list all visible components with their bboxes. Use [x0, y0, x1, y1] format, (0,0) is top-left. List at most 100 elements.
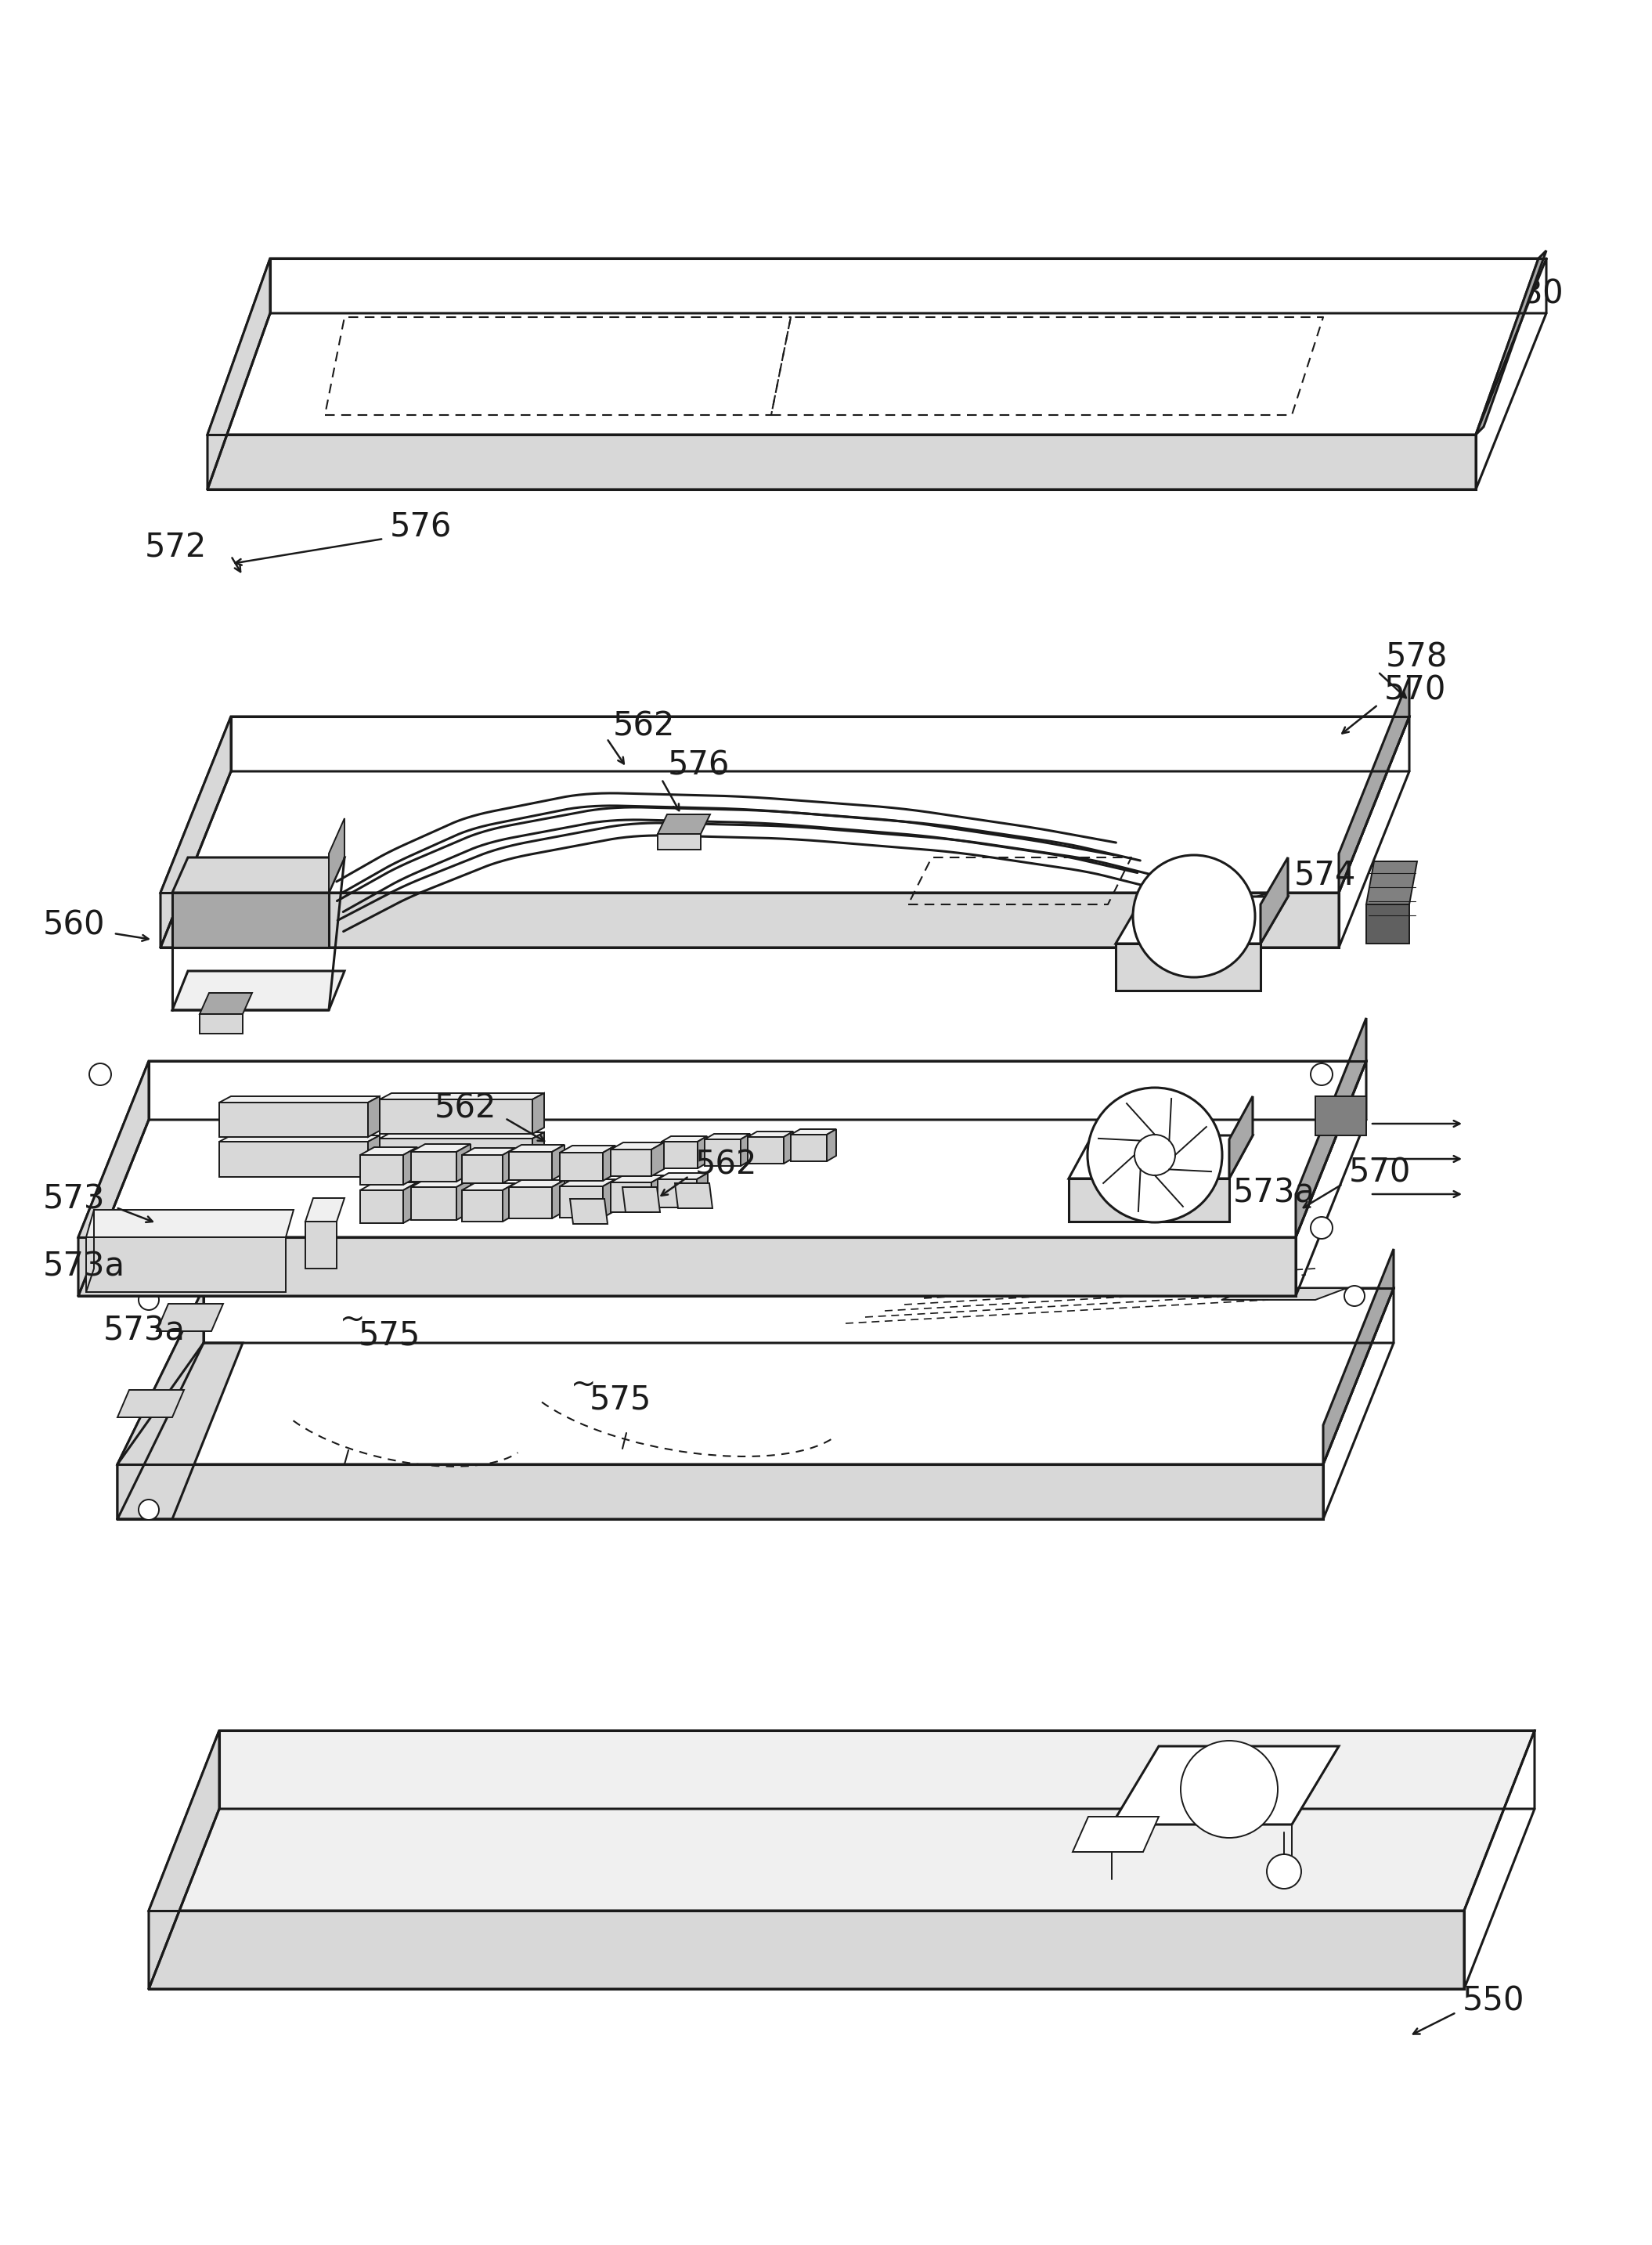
Polygon shape: [368, 1096, 380, 1136]
Polygon shape: [160, 716, 1409, 894]
Polygon shape: [172, 972, 345, 1010]
Polygon shape: [117, 1289, 1394, 1464]
Text: 575: 575: [590, 1383, 651, 1417]
Text: 570: 570: [1384, 674, 1447, 707]
Circle shape: [1345, 1286, 1365, 1307]
Polygon shape: [380, 1100, 532, 1134]
Polygon shape: [532, 1131, 544, 1174]
Polygon shape: [651, 1143, 664, 1176]
Text: 573a: 573a: [1232, 1176, 1315, 1210]
Polygon shape: [611, 1143, 664, 1149]
Polygon shape: [86, 1237, 286, 1293]
Polygon shape: [411, 1188, 456, 1219]
Polygon shape: [172, 894, 329, 947]
Polygon shape: [1221, 1289, 1346, 1300]
Text: 562: 562: [434, 1091, 497, 1125]
Text: 580: 580: [1502, 276, 1564, 310]
Polygon shape: [200, 992, 253, 1015]
Polygon shape: [456, 1145, 471, 1181]
Polygon shape: [200, 1015, 243, 1033]
Polygon shape: [560, 1145, 616, 1152]
Polygon shape: [705, 1134, 750, 1138]
Polygon shape: [411, 1145, 471, 1152]
Circle shape: [1133, 855, 1256, 977]
Polygon shape: [611, 1149, 651, 1176]
Circle shape: [139, 1500, 159, 1520]
Polygon shape: [368, 1136, 380, 1176]
Polygon shape: [220, 1102, 368, 1136]
Polygon shape: [705, 1138, 740, 1165]
Polygon shape: [172, 858, 345, 894]
Polygon shape: [208, 258, 271, 489]
Polygon shape: [1069, 1179, 1229, 1221]
Polygon shape: [403, 1147, 418, 1185]
Polygon shape: [570, 1199, 608, 1224]
Text: 550: 550: [1462, 1985, 1525, 2018]
Polygon shape: [552, 1181, 565, 1219]
Polygon shape: [1323, 1248, 1394, 1464]
Text: ~: ~: [340, 1304, 365, 1334]
Polygon shape: [157, 1304, 223, 1331]
Polygon shape: [463, 1154, 502, 1183]
Polygon shape: [1072, 1816, 1158, 1852]
Circle shape: [1087, 1087, 1222, 1221]
Polygon shape: [360, 1154, 403, 1185]
Polygon shape: [360, 1190, 403, 1224]
Polygon shape: [748, 1131, 793, 1136]
Polygon shape: [86, 1210, 294, 1237]
Polygon shape: [1338, 678, 1409, 894]
Polygon shape: [208, 258, 1538, 436]
Circle shape: [1135, 1134, 1175, 1176]
Polygon shape: [220, 1136, 380, 1143]
Text: 573: 573: [43, 1183, 106, 1217]
Polygon shape: [791, 1129, 836, 1134]
Text: 562: 562: [695, 1149, 757, 1181]
Text: 573a: 573a: [104, 1316, 185, 1347]
Polygon shape: [560, 1152, 603, 1181]
Text: 573a: 573a: [43, 1250, 126, 1284]
Polygon shape: [411, 1179, 471, 1188]
Polygon shape: [657, 815, 710, 833]
Circle shape: [1181, 1740, 1277, 1839]
Polygon shape: [456, 1179, 471, 1219]
Text: 572: 572: [145, 532, 206, 563]
Text: 576: 576: [667, 750, 730, 781]
Text: 562: 562: [613, 709, 676, 743]
Polygon shape: [149, 1910, 1464, 1989]
Polygon shape: [611, 1183, 651, 1212]
Polygon shape: [502, 1147, 515, 1183]
Polygon shape: [360, 1183, 418, 1190]
Polygon shape: [1112, 1747, 1338, 1825]
Polygon shape: [208, 436, 1475, 489]
Polygon shape: [657, 1172, 707, 1179]
Polygon shape: [117, 1390, 183, 1417]
Polygon shape: [463, 1190, 502, 1221]
Polygon shape: [791, 1134, 826, 1161]
Polygon shape: [360, 1147, 418, 1154]
Text: 570: 570: [1350, 1156, 1411, 1190]
Polygon shape: [411, 1152, 456, 1181]
Polygon shape: [306, 1199, 345, 1221]
Polygon shape: [149, 1731, 1535, 1910]
Polygon shape: [403, 1183, 418, 1224]
Polygon shape: [560, 1185, 603, 1217]
Polygon shape: [826, 1129, 836, 1161]
Polygon shape: [651, 1176, 664, 1212]
Polygon shape: [740, 1134, 750, 1165]
Polygon shape: [697, 1136, 707, 1167]
Polygon shape: [611, 1176, 664, 1183]
Polygon shape: [380, 1138, 532, 1174]
Polygon shape: [509, 1152, 552, 1181]
Text: 576: 576: [390, 510, 453, 543]
Circle shape: [1310, 1064, 1333, 1084]
Polygon shape: [509, 1188, 552, 1219]
Polygon shape: [78, 1062, 149, 1295]
Polygon shape: [117, 1343, 243, 1520]
Polygon shape: [78, 1237, 1295, 1295]
Polygon shape: [661, 1136, 707, 1143]
Polygon shape: [502, 1183, 515, 1221]
Polygon shape: [380, 1131, 544, 1138]
Polygon shape: [1366, 862, 1417, 905]
Polygon shape: [552, 1145, 565, 1181]
Polygon shape: [603, 1179, 616, 1217]
